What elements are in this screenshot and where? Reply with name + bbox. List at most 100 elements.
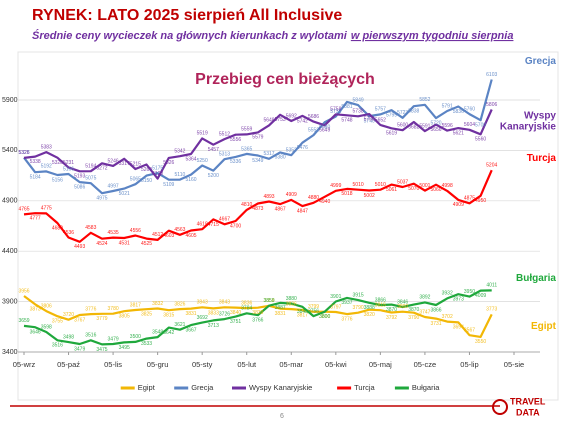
data-label: 3887	[275, 305, 286, 311]
data-label: 3973	[453, 297, 464, 303]
data-label: 5596	[442, 123, 453, 129]
data-label: 5849	[353, 97, 364, 103]
data-label: 3475	[96, 347, 107, 353]
data-label: 4536	[63, 230, 74, 236]
data-label: 5552	[308, 127, 319, 133]
series-line	[23, 109, 493, 180]
data-label: 5579	[252, 135, 263, 141]
data-label: 4667	[219, 217, 230, 223]
data-label: 5881	[341, 104, 352, 110]
data-label: 5838	[408, 109, 419, 115]
data-label: 3950	[464, 289, 475, 295]
data-label: 5184	[30, 175, 41, 181]
series-line	[23, 289, 492, 346]
legend-label: Bułgaria	[412, 383, 440, 392]
data-label: 4997	[108, 183, 119, 189]
data-label: 5021	[119, 191, 130, 197]
data-label: 3755	[52, 319, 63, 325]
data-label: 5753	[275, 117, 286, 123]
data-label: 3694	[453, 325, 464, 331]
x-tick-label: 05-cze	[414, 360, 437, 369]
data-label: 3747	[419, 309, 430, 315]
data-label: 4875	[464, 196, 475, 202]
data-label: 3498	[63, 334, 74, 340]
data-label: 3713	[208, 323, 219, 329]
data-label: 5591	[419, 123, 430, 129]
chart-frame	[17, 51, 559, 401]
data-label: 5018	[341, 191, 352, 197]
data-label: 4605	[185, 233, 196, 239]
series-name: Turcja	[527, 153, 557, 164]
data-label: 5204	[486, 162, 497, 168]
data-label: 5166	[63, 166, 74, 172]
data-label: 3550	[475, 339, 486, 345]
data-label: 4893	[263, 194, 274, 200]
data-label: 5336	[230, 159, 241, 165]
data-label: 3805	[119, 314, 130, 320]
data-label: 3937	[341, 300, 352, 306]
series-name: Egipt	[531, 321, 557, 332]
data-label: 5010	[375, 182, 386, 188]
data-label: 4618	[197, 222, 208, 228]
data-label: 5250	[197, 158, 208, 164]
series-line	[23, 79, 493, 195]
data-label: 5326	[163, 160, 174, 166]
data-label: 5061	[386, 187, 397, 193]
data-label: 3659	[18, 318, 29, 324]
data-label: 3479	[108, 336, 119, 342]
x-tick-label: 05-lip	[460, 360, 478, 369]
data-label: 5476	[297, 145, 308, 151]
data-label: 3767	[74, 317, 85, 323]
data-label: 3479	[74, 346, 85, 352]
data-label: 3873	[30, 307, 41, 313]
x-tick-label: 05-kwi	[325, 360, 347, 369]
data-label: 3776	[341, 316, 352, 322]
data-label: 5364	[185, 156, 196, 162]
data-label: 3692	[197, 315, 208, 321]
data-label: 3548	[152, 329, 163, 335]
data-label: 4950	[475, 198, 486, 204]
x-tick-label: 05-gru	[147, 360, 169, 369]
data-label: 3806	[41, 303, 52, 309]
data-label: 3956	[18, 288, 29, 294]
data-label: 4700	[230, 223, 241, 229]
data-label: 5192	[41, 164, 52, 170]
data-label: 3500	[130, 334, 141, 340]
data-label: 5757	[375, 107, 386, 113]
data-label: 3731	[430, 321, 441, 327]
data-label: 5604	[464, 122, 475, 128]
data-label: 3598	[41, 324, 52, 330]
data-label: 5512	[219, 131, 230, 137]
data-label: 3870	[408, 307, 419, 313]
data-label: 5075	[85, 175, 96, 181]
data-label: 4880	[308, 195, 319, 201]
data-label: 3820	[364, 312, 375, 318]
data-label: 3815	[163, 312, 174, 318]
data-label: 5060	[430, 187, 441, 193]
data-label: 3843	[219, 300, 230, 306]
y-tick-label: 3400	[2, 349, 18, 356]
data-label: 5556	[230, 137, 241, 143]
data-label: 5648	[263, 118, 274, 124]
data-label: 5852	[419, 97, 430, 103]
data-label: 5342	[174, 149, 185, 155]
data-label: 3780	[108, 306, 119, 312]
data-label: 5723	[397, 110, 408, 116]
data-label: 5656	[430, 127, 441, 133]
x-tick-label: 05-sie	[504, 360, 524, 369]
data-label: 3702	[442, 314, 453, 320]
data-label: 6103	[486, 72, 497, 78]
data-label: 5150	[141, 178, 152, 184]
data-label: 4524	[96, 241, 107, 247]
data-label: 4009	[475, 293, 486, 299]
data-label: 4535	[108, 230, 119, 236]
data-label: 4512	[152, 232, 163, 238]
data-label: 5692	[286, 113, 297, 119]
data-label: 5680	[319, 125, 330, 131]
data-label: 5519	[197, 131, 208, 137]
data-label: 5380	[275, 155, 286, 161]
data-label: 5317	[119, 161, 130, 167]
data-label: 3817	[297, 312, 308, 318]
data-label: 3826	[286, 301, 297, 307]
